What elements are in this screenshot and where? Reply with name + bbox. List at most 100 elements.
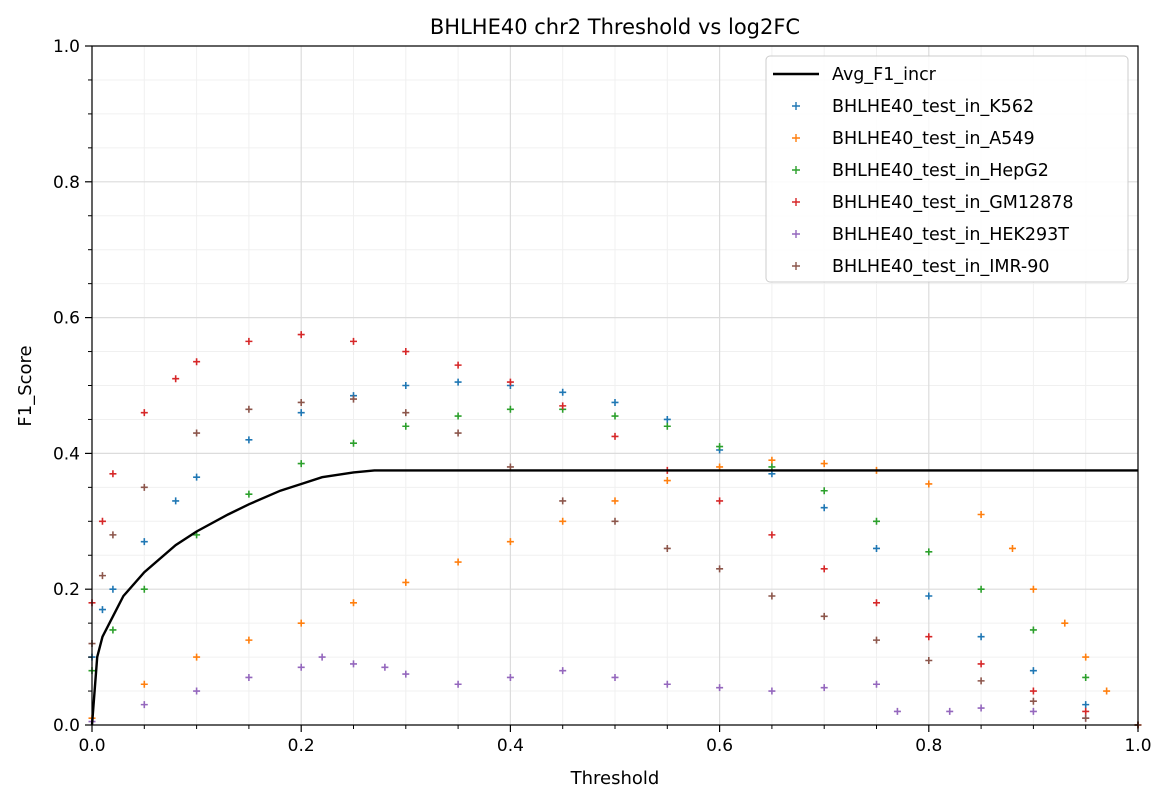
- data-point: [140, 483, 148, 491]
- data-point: [297, 619, 305, 627]
- data-point: [1082, 707, 1090, 715]
- data-point: [768, 531, 776, 539]
- data-point: [98, 606, 106, 614]
- data-point: [716, 565, 724, 573]
- data-point: [193, 358, 201, 366]
- x-tick-label: 0.0: [78, 736, 105, 756]
- data-point: [559, 388, 567, 396]
- data-point: [873, 544, 880, 552]
- data-point: [820, 565, 828, 573]
- y-axis-label: F1_Score: [15, 345, 36, 426]
- data-point: [873, 636, 880, 644]
- data-point: [1029, 697, 1037, 705]
- legend-label: BHLHE40_test_in_HEK293T: [832, 225, 1069, 245]
- data-point: [611, 673, 619, 681]
- data-point: [506, 673, 514, 681]
- data-point: [297, 398, 305, 406]
- y-tick-label: 0.0: [53, 716, 80, 736]
- data-point: [402, 409, 410, 417]
- data-point: [820, 487, 828, 495]
- x-tick-label: 0.8: [915, 736, 942, 756]
- data-point: [454, 680, 462, 688]
- data-point: [977, 660, 985, 668]
- x-axis-label: Threshold: [570, 768, 660, 789]
- data-point: [1082, 653, 1090, 661]
- data-point: [402, 348, 410, 356]
- data-point: [977, 633, 985, 641]
- data-point: [402, 422, 410, 430]
- data-point: [925, 592, 933, 600]
- data-point: [172, 497, 180, 505]
- data-point: [402, 670, 410, 678]
- data-point: [506, 538, 514, 546]
- data-point: [925, 656, 933, 664]
- legend-marker-swatch: [792, 102, 800, 110]
- y-tick-label: 0.6: [53, 309, 80, 329]
- data-point: [1103, 687, 1111, 695]
- data-point: [663, 680, 671, 688]
- data-point: [1082, 701, 1090, 709]
- legend-marker-swatch: [792, 134, 800, 142]
- data-point: [977, 704, 985, 712]
- data-point: [663, 415, 671, 423]
- legend-marker-swatch: [792, 230, 800, 238]
- legend-marker-swatch: [792, 198, 800, 206]
- data-point: [768, 456, 776, 464]
- data-point: [454, 558, 462, 566]
- legend-label: BHLHE40_test_in_IMR-90: [832, 257, 1050, 277]
- data-point: [402, 578, 410, 586]
- data-point: [297, 663, 305, 671]
- data-point: [559, 402, 567, 410]
- data-point: [318, 653, 326, 661]
- data-point: [109, 585, 117, 593]
- data-point: [140, 585, 148, 593]
- data-point: [140, 680, 148, 688]
- x-tick-label: 0.2: [288, 736, 315, 756]
- legend-marker-swatch: [792, 262, 800, 270]
- data-point: [245, 337, 253, 345]
- data-point: [925, 548, 933, 556]
- legend: Avg_F1_incr BHLHE40_test_in_K562 BHLHE40_t…: [765, 55, 1129, 283]
- data-point: [925, 633, 933, 641]
- data-point: [109, 470, 117, 478]
- data-point: [297, 331, 305, 339]
- data-point: [140, 409, 148, 417]
- data-point: [559, 497, 567, 505]
- data-point: [663, 477, 671, 485]
- data-point: [873, 599, 880, 607]
- data-point: [611, 497, 619, 505]
- data-point: [611, 432, 619, 440]
- y-tick-label: 0.2: [53, 580, 80, 600]
- data-point: [454, 361, 462, 369]
- data-point: [245, 490, 253, 498]
- data-point: [98, 572, 106, 580]
- data-point: [98, 517, 106, 525]
- legend-marker-swatch: [792, 166, 800, 174]
- data-point: [193, 473, 201, 481]
- data-point: [297, 409, 305, 417]
- legend-label: BHLHE40_test_in_GM12878: [832, 193, 1074, 213]
- data-point: [611, 412, 619, 420]
- data-point: [297, 460, 305, 468]
- y-tick-label: 0.8: [53, 173, 80, 193]
- x-tick-label: 0.4: [497, 736, 524, 756]
- data-point: [977, 677, 985, 685]
- data-point: [820, 504, 828, 512]
- data-point: [768, 592, 776, 600]
- data-point: [1008, 544, 1016, 552]
- data-point: [109, 531, 117, 539]
- data-point: [893, 707, 901, 715]
- x-tick-label: 0.6: [706, 736, 733, 756]
- series-line-Avg_F1_incr: [90, 469, 1138, 726]
- data-point: [454, 429, 462, 437]
- y-tick-label: 0.4: [53, 444, 80, 464]
- data-point: [193, 687, 201, 695]
- data-point: [1029, 626, 1037, 634]
- legend-box: [765, 55, 1129, 283]
- legend-label: BHLHE40_test_in_HepG2: [832, 161, 1049, 181]
- data-point: [193, 653, 201, 661]
- data-point: [716, 684, 724, 692]
- data-point: [140, 538, 148, 546]
- data-point: [454, 378, 462, 386]
- data-point: [611, 517, 619, 525]
